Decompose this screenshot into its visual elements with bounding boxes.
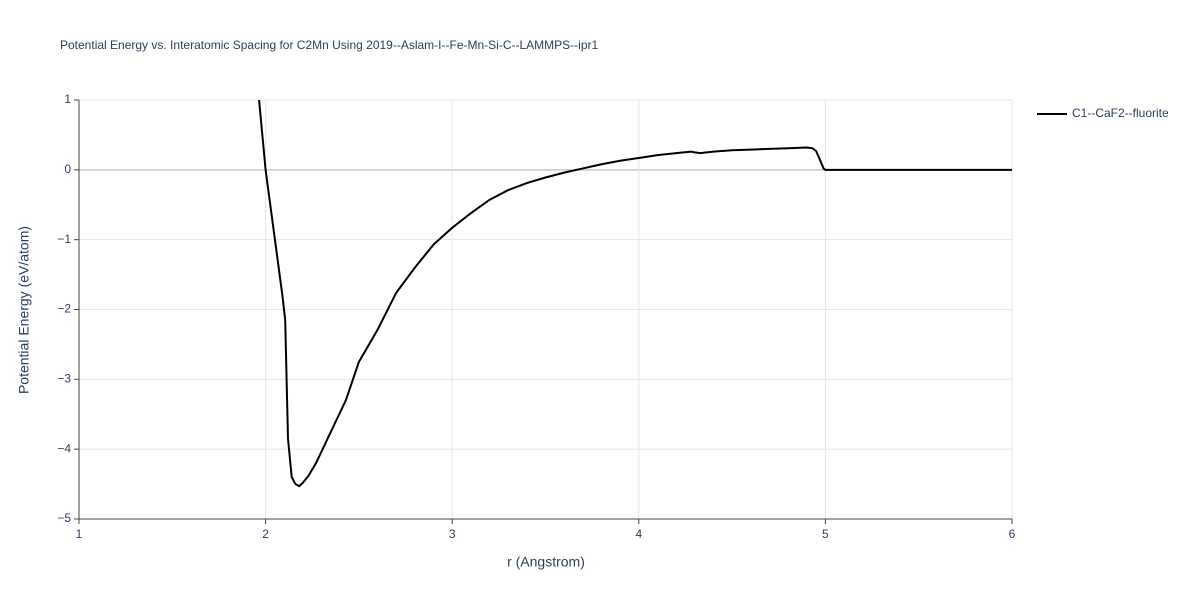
chart-title: Potential Energy vs. Interatomic Spacing… (60, 38, 598, 52)
y-axis-title: Potential Energy (eV/atom) (16, 226, 32, 394)
y-tick-label: 1 (64, 92, 71, 106)
plot-area (258, 100, 1012, 488)
y-tick-label: −5 (57, 511, 71, 525)
x-tick-label: 4 (635, 527, 642, 541)
y-tick-label: −3 (57, 372, 71, 386)
x-tick-label: 5 (822, 527, 829, 541)
x-tick-label: 3 (449, 527, 456, 541)
y-tick-label: 0 (64, 162, 71, 176)
data-line (258, 100, 1012, 488)
y-tick-label: −2 (57, 302, 71, 316)
legend-label: C1--CaF2--fluorite (1072, 106, 1169, 120)
y-tick-label: −4 (57, 441, 71, 455)
x-axis-title: r (Angstrom) (507, 554, 585, 570)
x-tick-label: 6 (1009, 527, 1016, 541)
x-tick-label: 2 (262, 527, 269, 541)
x-tick-label: 1 (76, 527, 83, 541)
y-tick-label: −1 (57, 232, 71, 246)
